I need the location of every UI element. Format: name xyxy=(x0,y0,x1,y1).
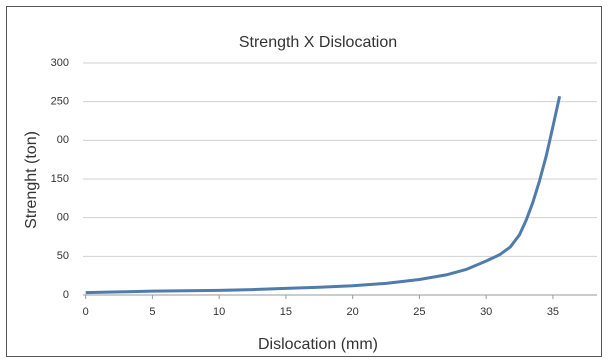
x-tick-label: 35 xyxy=(547,306,559,318)
y-tick-label: 00 xyxy=(57,134,69,146)
y-tick-label: 00 xyxy=(57,212,69,224)
y-tick-label: 50 xyxy=(57,250,69,262)
x-tick-label: 5 xyxy=(149,306,155,318)
y-axis-label: Strenght (ton) xyxy=(23,131,40,229)
x-tick-label: 15 xyxy=(280,306,292,318)
chart-title: Strength X Dislocation xyxy=(239,34,397,51)
x-axis-label: Dislocation (mm) xyxy=(258,336,378,353)
y-tick-label: 0 xyxy=(63,289,69,301)
y-tick-label: 250 xyxy=(51,96,69,108)
x-tick-label: 30 xyxy=(480,306,492,318)
y-tick-label: 300 xyxy=(51,57,69,69)
x-tick-label: 20 xyxy=(347,306,359,318)
y-tick-label: 150 xyxy=(51,173,69,185)
x-tick-label: 0 xyxy=(83,306,89,318)
chart-frame xyxy=(6,6,602,357)
x-tick-label: 10 xyxy=(213,306,225,318)
data-line xyxy=(85,95,562,295)
x-tick-label: 25 xyxy=(413,306,425,318)
